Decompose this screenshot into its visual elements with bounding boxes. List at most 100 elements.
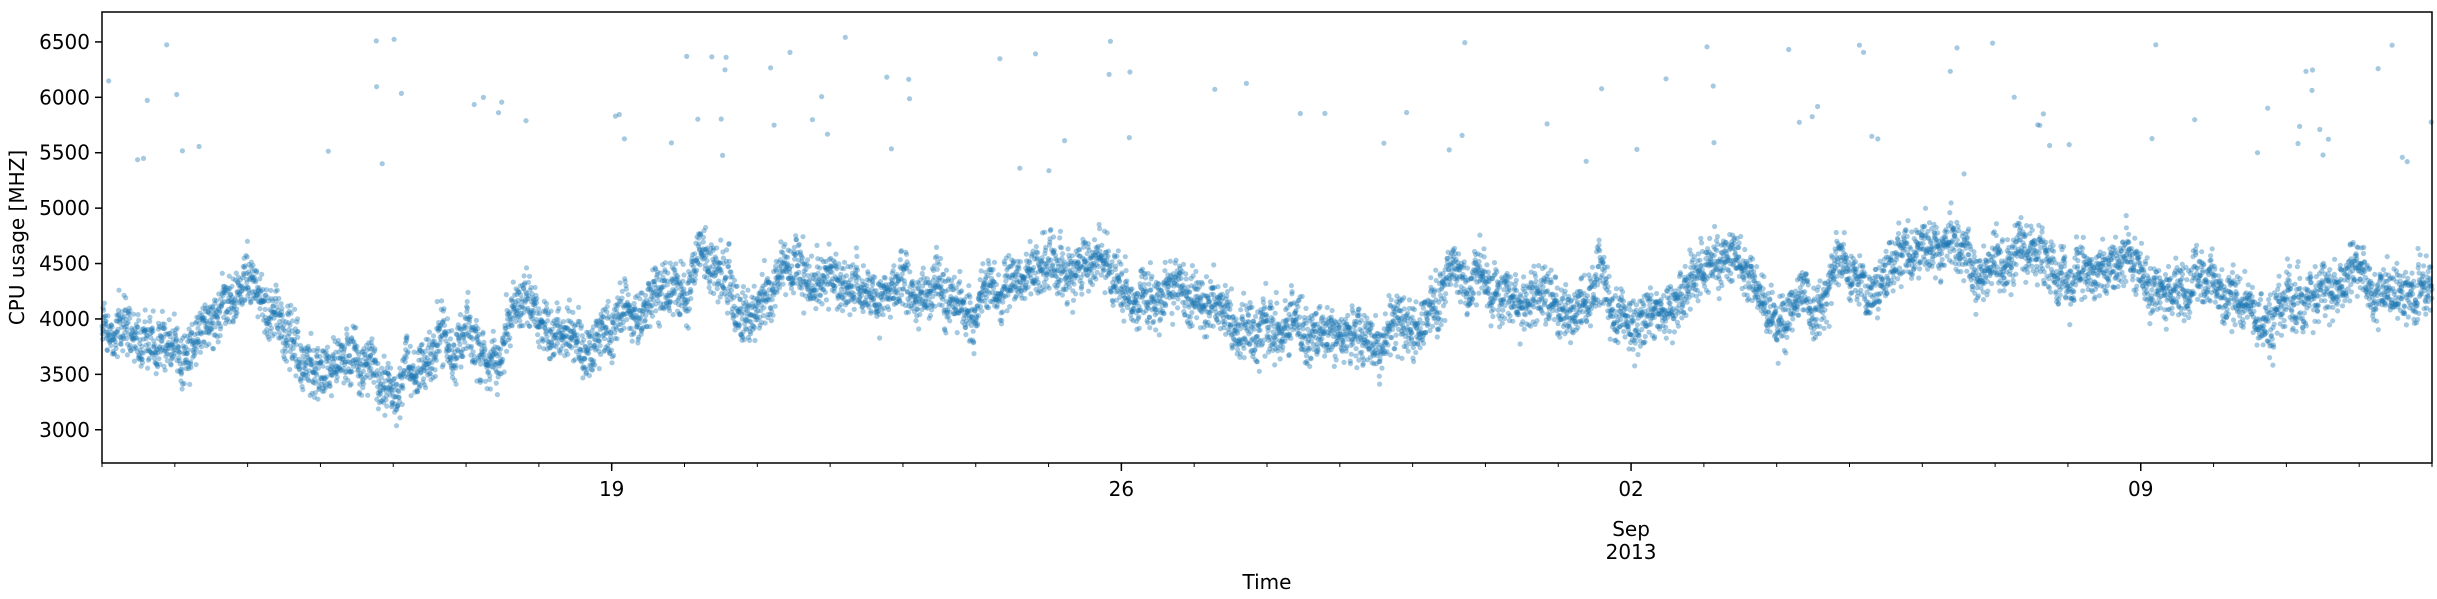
data-point bbox=[121, 313, 127, 319]
data-point bbox=[217, 326, 223, 332]
data-point bbox=[170, 342, 176, 349]
data-point bbox=[131, 346, 137, 352]
data-point bbox=[947, 318, 953, 324]
data-point bbox=[420, 376, 427, 382]
data-point bbox=[167, 342, 174, 348]
data-point bbox=[109, 329, 115, 335]
data-point bbox=[1387, 352, 1393, 358]
data-point bbox=[970, 328, 976, 334]
data-point bbox=[1247, 300, 1253, 306]
data-point bbox=[172, 332, 178, 338]
data-point bbox=[102, 320, 108, 326]
data-point bbox=[278, 301, 284, 307]
data-point bbox=[578, 323, 585, 329]
data-point bbox=[229, 294, 235, 300]
data-point bbox=[554, 300, 560, 306]
data-point bbox=[344, 326, 350, 332]
data-point bbox=[116, 318, 123, 324]
data-point bbox=[1401, 306, 1407, 312]
data-point bbox=[169, 352, 175, 358]
data-point bbox=[668, 140, 675, 146]
data-point bbox=[328, 393, 335, 399]
data-point bbox=[796, 241, 802, 247]
data-point bbox=[139, 356, 145, 362]
data-point bbox=[126, 345, 133, 351]
data-point bbox=[499, 99, 505, 105]
data-point bbox=[1254, 359, 1260, 365]
data-point bbox=[1243, 80, 1249, 86]
data-point bbox=[194, 319, 200, 325]
data-point bbox=[1110, 302, 1116, 308]
data-point bbox=[1071, 281, 1077, 287]
data-point bbox=[478, 377, 484, 383]
data-point bbox=[117, 315, 123, 321]
data-point bbox=[408, 393, 414, 399]
data-point bbox=[464, 305, 471, 311]
data-point bbox=[688, 273, 694, 279]
data-point bbox=[907, 269, 913, 275]
data-point bbox=[1341, 359, 1347, 365]
data-point bbox=[121, 292, 127, 298]
data-point bbox=[254, 269, 260, 275]
data-point bbox=[400, 385, 406, 391]
data-point bbox=[210, 304, 216, 310]
data-point bbox=[226, 295, 232, 301]
data-point bbox=[131, 358, 137, 364]
data-point bbox=[1105, 253, 1111, 259]
data-point bbox=[118, 341, 124, 347]
data-point bbox=[1350, 310, 1356, 316]
data-point bbox=[198, 331, 204, 337]
data-point bbox=[510, 279, 516, 285]
data-point bbox=[231, 314, 237, 320]
data-point bbox=[160, 321, 166, 327]
data-point bbox=[714, 286, 720, 292]
data-point bbox=[527, 323, 533, 329]
data-point bbox=[544, 334, 550, 340]
data-point bbox=[419, 341, 425, 347]
data-point bbox=[171, 311, 177, 317]
data-point bbox=[1286, 352, 1292, 358]
data-point bbox=[432, 373, 438, 379]
data-point bbox=[200, 315, 206, 321]
data-point bbox=[187, 335, 193, 341]
data-point bbox=[163, 348, 169, 354]
data-point bbox=[139, 360, 146, 366]
data-point bbox=[103, 329, 109, 335]
data-point bbox=[213, 312, 219, 319]
data-point bbox=[670, 312, 676, 318]
data-point bbox=[160, 325, 166, 331]
data-point bbox=[259, 271, 265, 277]
data-point bbox=[320, 363, 326, 369]
data-point bbox=[137, 341, 143, 347]
data-point bbox=[453, 362, 459, 368]
data-point bbox=[119, 333, 126, 339]
data-point bbox=[173, 337, 179, 343]
data-point bbox=[396, 389, 402, 395]
data-point bbox=[189, 341, 195, 347]
data-point bbox=[1167, 258, 1173, 264]
data-point bbox=[813, 287, 820, 293]
data-point bbox=[769, 297, 775, 303]
data-point bbox=[221, 289, 227, 295]
data-point bbox=[194, 339, 200, 345]
data-point bbox=[934, 266, 940, 272]
data-point bbox=[441, 306, 447, 312]
data-point bbox=[1149, 273, 1155, 279]
data-point bbox=[779, 275, 785, 281]
data-point bbox=[186, 360, 192, 366]
data-point bbox=[795, 263, 801, 269]
data-point bbox=[176, 349, 182, 356]
data-point bbox=[463, 325, 469, 331]
data-point bbox=[434, 298, 440, 305]
data-point bbox=[349, 369, 355, 375]
data-point bbox=[1079, 280, 1085, 286]
data-point bbox=[226, 273, 232, 279]
data-point bbox=[144, 333, 150, 339]
data-point bbox=[205, 309, 211, 315]
data-point bbox=[167, 331, 173, 337]
data-point bbox=[185, 347, 191, 353]
data-point bbox=[137, 337, 143, 343]
data-point bbox=[1023, 251, 1029, 257]
data-point bbox=[432, 367, 438, 373]
data-point bbox=[1379, 365, 1385, 371]
